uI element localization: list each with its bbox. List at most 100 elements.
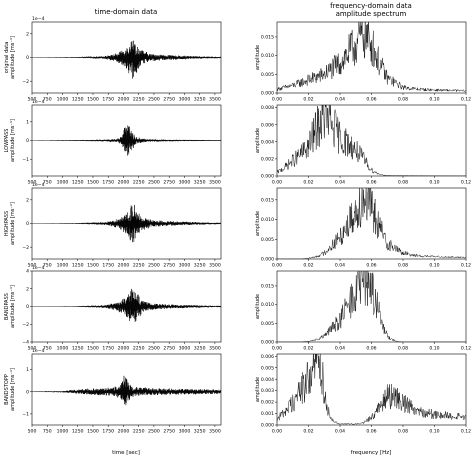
freq-domain-title-line2: amplitude spectrum <box>336 10 407 18</box>
x-tick-label: 1750 <box>102 97 114 103</box>
x-tick-label: 750 <box>43 346 52 352</box>
panel-time-0: 500 750 1000 1250 1500 1750 2000 2250 2500 2750 30… <box>4 16 222 103</box>
x-tick-label: 0.10 <box>429 180 439 186</box>
series-line <box>277 22 466 93</box>
x-tick-label: 2250 <box>133 346 145 352</box>
y-tick-label: 0.006 <box>261 354 274 360</box>
x-tick-label: 1000 <box>57 346 69 352</box>
x-tick-label: 0.02 <box>303 180 313 186</box>
x-tick-label: 0.02 <box>303 429 313 435</box>
x-tick-label: 1500 <box>87 97 99 103</box>
y-tick-label: 0.010 <box>261 217 274 223</box>
x-tick-label: 1250 <box>72 429 84 435</box>
panel-freq-2: 0.00 0.02 0.04 0.06 0.08 0.10 0.12 0.000 0.005 0.… <box>255 187 471 269</box>
x-tick-label: 0.02 <box>303 97 313 103</box>
x-tick-label: 750 <box>43 97 52 103</box>
x-tick-label: 0.06 <box>366 429 376 435</box>
axes-frame <box>276 187 467 260</box>
x-tick-label: 2750 <box>163 263 175 269</box>
y-tick-label: 0 <box>26 389 29 395</box>
x-tick-label: 0.10 <box>429 429 439 435</box>
y-label-unit: amplitude [ms⁻¹] <box>10 36 16 79</box>
panel-freq-1: 0.00 0.02 0.04 0.06 0.08 0.10 0.12 0.000 0.002 0.… <box>255 104 471 186</box>
x-tick-label: 2500 <box>148 263 160 269</box>
panel-freq-0: 0.00 0.02 0.04 0.06 0.08 0.10 0.12 0.000 0.005 0.… <box>255 21 471 103</box>
x-tick-label: 0.06 <box>366 263 376 269</box>
panels: 500 750 1000 1250 1500 1750 2000 2250 2500 2750 30… <box>4 16 471 435</box>
offset-label: 1e−4 <box>32 99 45 105</box>
x-tick-label: 2500 <box>148 97 160 103</box>
y-tick-label: 0.010 <box>261 302 274 308</box>
y-tick-label: 0.000 <box>261 174 274 180</box>
axes-frame <box>276 270 467 343</box>
x-tick-label: 0.00 <box>272 429 282 435</box>
x-tick-label: 500 <box>28 263 37 269</box>
offset-label: 1e−4 <box>32 348 45 354</box>
x-tick-label: 0.08 <box>398 263 408 269</box>
series-line <box>32 288 221 322</box>
x-tick-label: 750 <box>43 263 52 269</box>
series-line <box>32 125 221 156</box>
y-tick-label: 0.015 <box>261 284 274 290</box>
y-label-unit: amplitude [ms⁻¹] <box>10 202 16 245</box>
y-tick-label: 0 <box>26 221 29 227</box>
y-label-name: BANDSTOPP <box>4 374 10 405</box>
axes-frame <box>31 353 222 426</box>
series-line <box>32 40 221 79</box>
panel-freq-3: 0.00 0.02 0.04 0.06 0.08 0.10 0.12 0.000 0.005 0.… <box>255 270 471 352</box>
series-line <box>32 375 221 406</box>
axes-frame <box>276 104 467 177</box>
y-tick-label: 0.005 <box>261 365 274 371</box>
x-tick-label: 0.00 <box>272 346 282 352</box>
y-tick-label: 0.001 <box>261 411 274 417</box>
y-tick-label: 0.005 <box>261 321 274 327</box>
y-tick-label: 0 <box>26 138 29 144</box>
x-tick-label: 500 <box>28 180 37 186</box>
y-tick-label: 0.000 <box>261 340 274 346</box>
panel-time-2: 500 750 1000 1250 1500 1750 2000 2250 2500 2750 30… <box>4 182 222 269</box>
y-label-unit: amplitude [ms⁻¹] <box>10 368 16 411</box>
x-tick-label: 3500 <box>209 263 221 269</box>
x-tick-label: 3000 <box>179 97 191 103</box>
x-tick-label: 1250 <box>72 180 84 186</box>
x-tick-label: 2000 <box>118 97 130 103</box>
x-tick-label: 3250 <box>194 263 206 269</box>
x-tick-label: 3500 <box>209 97 221 103</box>
x-tick-label: 2750 <box>163 97 175 103</box>
panel-time-4: 500 750 1000 1250 1500 1750 2000 2250 2500 2750 30… <box>4 348 222 435</box>
x-tick-label: 3500 <box>209 346 221 352</box>
y-tick-label: 0.010 <box>261 53 274 59</box>
x-tick-label: 3250 <box>194 346 206 352</box>
x-tick-label: 0.10 <box>429 346 439 352</box>
x-tick-label: 0.00 <box>272 180 282 186</box>
y-tick-label: −1 <box>22 157 29 163</box>
y-label: amplitude <box>255 294 261 319</box>
x-tick-label: 0.06 <box>366 97 376 103</box>
x-tick-label: 3250 <box>194 97 206 103</box>
y-tick-label: 0.003 <box>261 388 274 394</box>
x-tick-label: 3500 <box>209 429 221 435</box>
x-tick-label: 1500 <box>87 346 99 352</box>
y-tick-label: 0.000 <box>261 423 274 429</box>
x-tick-label: 0.08 <box>398 97 408 103</box>
x-tick-label: 3000 <box>179 263 191 269</box>
y-label-name: original data <box>4 42 10 74</box>
x-tick-label: 0.04 <box>335 346 345 352</box>
x-tick-label: 1500 <box>87 263 99 269</box>
x-tick-label: 1000 <box>57 97 69 103</box>
x-tick-label: 1500 <box>87 180 99 186</box>
y-label-unit: amplitude [ms⁻¹] <box>10 285 16 328</box>
x-tick-label: 3250 <box>194 180 206 186</box>
y-tick-label: −4 <box>22 340 29 346</box>
x-tick-label: 0.04 <box>335 180 345 186</box>
series-line <box>277 354 466 425</box>
x-tick-label: 3000 <box>179 180 191 186</box>
x-tick-label: 3000 <box>179 429 191 435</box>
y-tick-label: 0.004 <box>261 139 274 145</box>
x-tick-label: 2500 <box>148 180 160 186</box>
x-tick-label: 0.06 <box>366 180 376 186</box>
x-tick-label: 3250 <box>194 429 206 435</box>
x-tick-label: 0.04 <box>335 429 345 435</box>
series-line <box>277 271 466 342</box>
x-tick-label: 2250 <box>133 180 145 186</box>
